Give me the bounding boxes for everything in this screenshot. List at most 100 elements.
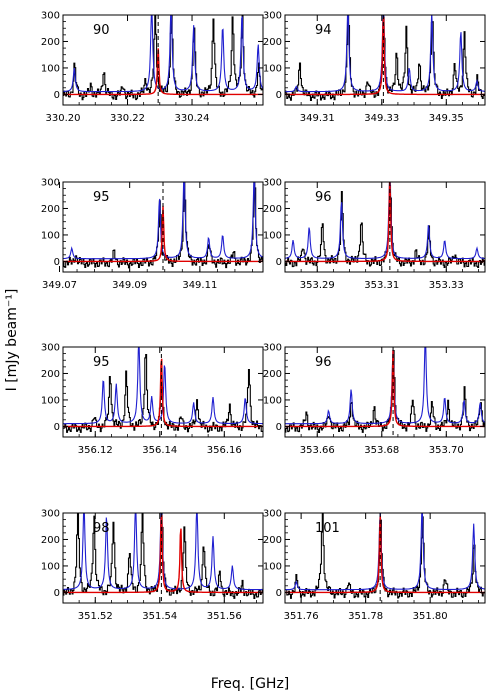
plot-area [63, 15, 263, 105]
spectrum-panel: 0 100 200 300 353.29 353.31 353.33 96 [263, 178, 486, 291]
line-model-line [285, 349, 485, 428]
panel-label: 95 [93, 190, 110, 205]
y-tick-label: 300 [41, 11, 60, 22]
x-tick-label: 351.52 [78, 611, 113, 622]
spectrum-panel: 0 100 200 300 330.20 330.22 330.24 90 [41, 11, 264, 124]
y-tick-label: 300 [263, 343, 282, 354]
panel-label: 96 [315, 355, 332, 370]
y-tick-label: 200 [41, 37, 60, 48]
y-tick-label: 100 [263, 395, 282, 406]
observed-spectrum-line [285, 350, 485, 434]
panel-frame [284, 14, 486, 106]
y-tick-label: 0 [54, 588, 60, 599]
plot-area [285, 182, 485, 272]
y-tick-label: 100 [263, 561, 282, 572]
x-tick-label: 349.33 [364, 113, 399, 124]
plot-area [63, 347, 263, 437]
y-tick-label: 100 [263, 230, 282, 241]
y-tick-label: 200 [263, 37, 282, 48]
x-tick-label: 353.70 [429, 445, 464, 456]
x-tick-label: 356.14 [142, 445, 177, 456]
y-tick-label: 200 [263, 204, 282, 215]
line-model-line [63, 358, 263, 428]
y-tick-label: 0 [54, 422, 60, 433]
spectrum-panel: 0 100 200 300 356.12 356.14 356.16 95 [41, 343, 264, 456]
panel-frame [284, 512, 486, 604]
total-model-line [285, 182, 485, 260]
plot-area [285, 15, 485, 105]
x-tick-label: 353.68 [364, 445, 399, 456]
panel-frame [62, 181, 264, 273]
y-tick-label: 200 [41, 204, 60, 215]
y-tick-label: 0 [276, 90, 282, 101]
y-tick-label: 300 [263, 178, 282, 189]
x-tick-label: 351.80 [413, 611, 448, 622]
y-tick-label: 200 [263, 369, 282, 380]
plot-area [63, 513, 263, 603]
y-axis-title: I [mJy beam⁻¹] [4, 289, 20, 392]
x-tick-label: 330.24 [175, 113, 210, 124]
y-tick-label: 300 [41, 178, 60, 189]
x-tick-label: 351.76 [284, 611, 319, 622]
x-tick-label: 330.22 [110, 113, 145, 124]
spectrum-panel: 0 100 200 300 351.76 351.78 351.80 101 [263, 509, 486, 622]
x-tick-label: 353.31 [364, 280, 399, 291]
line-model-line [63, 48, 263, 96]
panel-frame [284, 346, 486, 438]
y-tick-label: 0 [276, 422, 282, 433]
x-tick-label: 349.35 [429, 113, 464, 124]
panel-label: 96 [315, 190, 332, 205]
panel-label: 95 [93, 355, 110, 370]
y-tick-label: 100 [41, 395, 60, 406]
x-tick-label: 349.07 [42, 280, 77, 291]
y-tick-label: 0 [54, 90, 60, 101]
y-tick-label: 100 [263, 63, 282, 74]
y-tick-label: 100 [41, 63, 60, 74]
y-tick-label: 300 [41, 343, 60, 354]
panel-label: 90 [93, 23, 110, 38]
total-model-line [63, 15, 263, 93]
y-tick-label: 300 [263, 509, 282, 520]
x-tick-label: 353.33 [429, 280, 464, 291]
line-model-line [63, 514, 263, 594]
x-tick-label: 349.11 [182, 280, 217, 291]
spectrum-panel: 0 100 200 300 349.07 349.09 349.11 95 [41, 178, 264, 291]
spectrum-panel: 0 100 200 300 353.66 353.68 353.70 96 [263, 343, 486, 456]
plot-area [63, 182, 263, 272]
plot-area [285, 347, 485, 437]
panel-label: 94 [315, 23, 332, 38]
line-model-line [285, 17, 485, 96]
observed-spectrum-line [285, 185, 485, 268]
x-tick-label: 351.54 [142, 611, 177, 622]
y-tick-label: 200 [263, 535, 282, 546]
y-tick-label: 100 [41, 230, 60, 241]
panel-frame [62, 14, 264, 106]
x-tick-label: 330.20 [46, 113, 81, 124]
x-tick-label: 356.16 [207, 445, 242, 456]
y-tick-label: 200 [41, 535, 60, 546]
observed-spectrum-line [63, 15, 263, 101]
y-tick-label: 0 [276, 257, 282, 268]
x-tick-label: 353.29 [300, 280, 335, 291]
x-tick-label: 351.78 [348, 611, 383, 622]
y-tick-label: 0 [276, 588, 282, 599]
x-axis-title: Freq. [GHz] [211, 676, 290, 692]
line-model-line [285, 182, 485, 263]
total-model-line [285, 347, 485, 425]
panel-label: 101 [315, 521, 340, 536]
panel-label: 98 [93, 521, 110, 536]
x-tick-label: 349.31 [300, 113, 335, 124]
y-tick-label: 100 [41, 561, 60, 572]
panel-frame [284, 181, 486, 273]
y-tick-label: 0 [54, 257, 60, 268]
panel-frame [62, 512, 264, 604]
spectrum-panel: 0 100 200 300 349.31 349.33 349.35 94 [263, 11, 486, 124]
x-tick-label: 349.09 [112, 280, 147, 291]
panel-frame [62, 346, 264, 438]
x-tick-label: 353.66 [300, 445, 335, 456]
y-tick-label: 300 [41, 509, 60, 520]
total-model-line [285, 513, 485, 591]
observed-spectrum-line [285, 513, 485, 599]
line-model-line [285, 515, 485, 594]
